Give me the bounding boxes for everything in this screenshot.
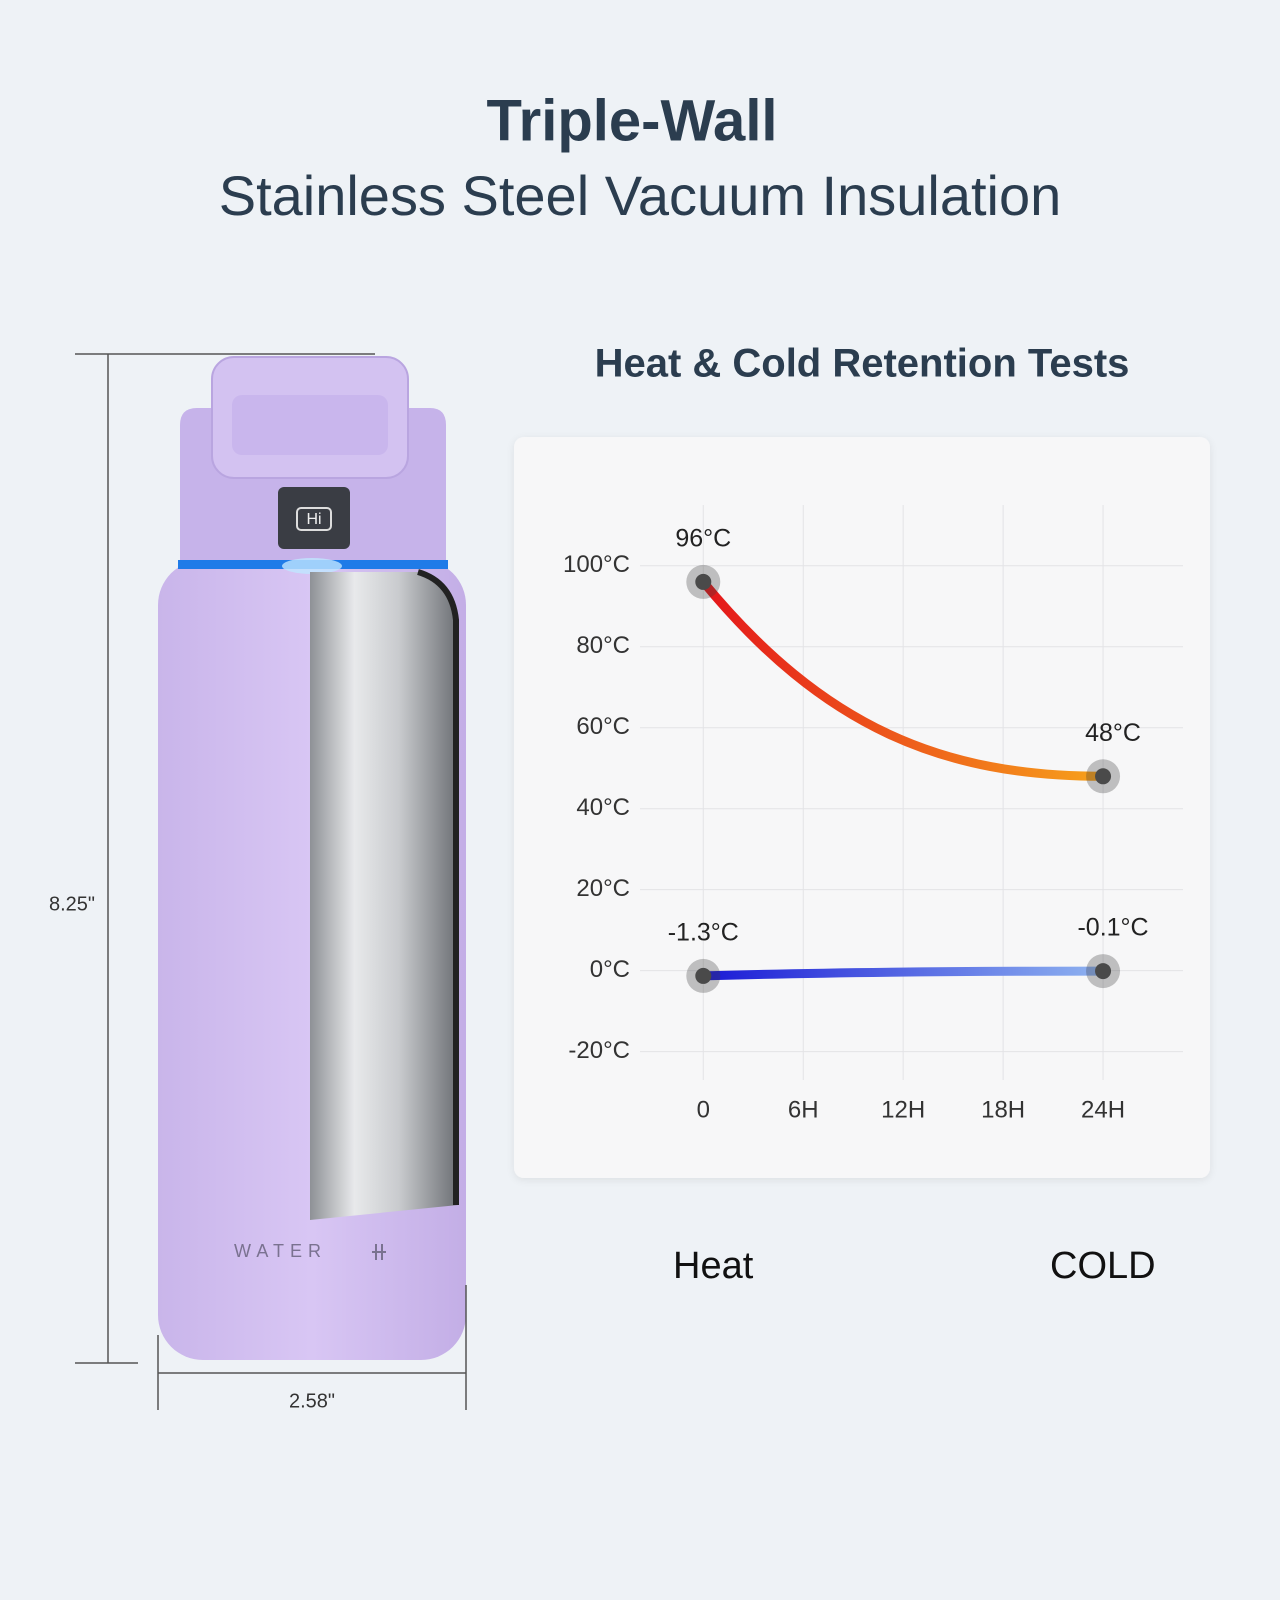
subtitle: Stainless Steel Vacuum Insulation (219, 164, 1062, 227)
height-label: 8.25" (49, 893, 95, 915)
chart-panel (514, 437, 1210, 1178)
x-tick-label: 24H (1081, 1096, 1125, 1123)
data-label: 96°C (675, 525, 731, 553)
point (1095, 768, 1112, 785)
legend-label: COLD (1050, 1245, 1156, 1287)
x-tick-label: 18H (981, 1096, 1025, 1123)
series-line (698, 966, 1108, 981)
brand-logo (372, 1244, 386, 1260)
y-tick-label: 60°C (576, 713, 630, 740)
legend-label: Heat (673, 1245, 754, 1287)
title: Triple-Wall (486, 88, 777, 153)
bottle-button (278, 487, 350, 549)
data-label: -1.3°C (668, 919, 739, 947)
series-line (698, 577, 1108, 781)
bottle: Hi WATER (158, 356, 466, 1360)
chart-title: Heat & Cold Retention Tests (595, 342, 1130, 386)
button-label: Hi (306, 511, 321, 528)
steel-wall (310, 572, 458, 1220)
data-label: -0.1°C (1077, 914, 1148, 942)
brand: WATER (234, 1241, 327, 1261)
y-tick-label: 20°C (576, 875, 630, 902)
handle-inner (232, 395, 388, 455)
width-label: 2.58" (289, 1390, 335, 1412)
light-glow (282, 558, 342, 574)
y-tick-label: 40°C (576, 794, 630, 821)
y-tick-label: -20°C (568, 1037, 630, 1064)
vacuum-gap (417, 569, 459, 1205)
x-tick-label: 12H (881, 1096, 925, 1123)
x-tick-label: 6H (788, 1096, 819, 1123)
y-tick-label: 80°C (576, 632, 630, 659)
data-label: 48°C (1085, 719, 1141, 747)
y-tick-label: 0°C (590, 956, 630, 983)
x-tick-label: 0 (697, 1096, 710, 1123)
point (1095, 963, 1112, 980)
y-tick-label: 100°C (563, 551, 630, 578)
button-frame (296, 507, 332, 531)
dimension-lines (75, 353, 467, 1410)
point (695, 967, 712, 984)
point (695, 573, 712, 590)
